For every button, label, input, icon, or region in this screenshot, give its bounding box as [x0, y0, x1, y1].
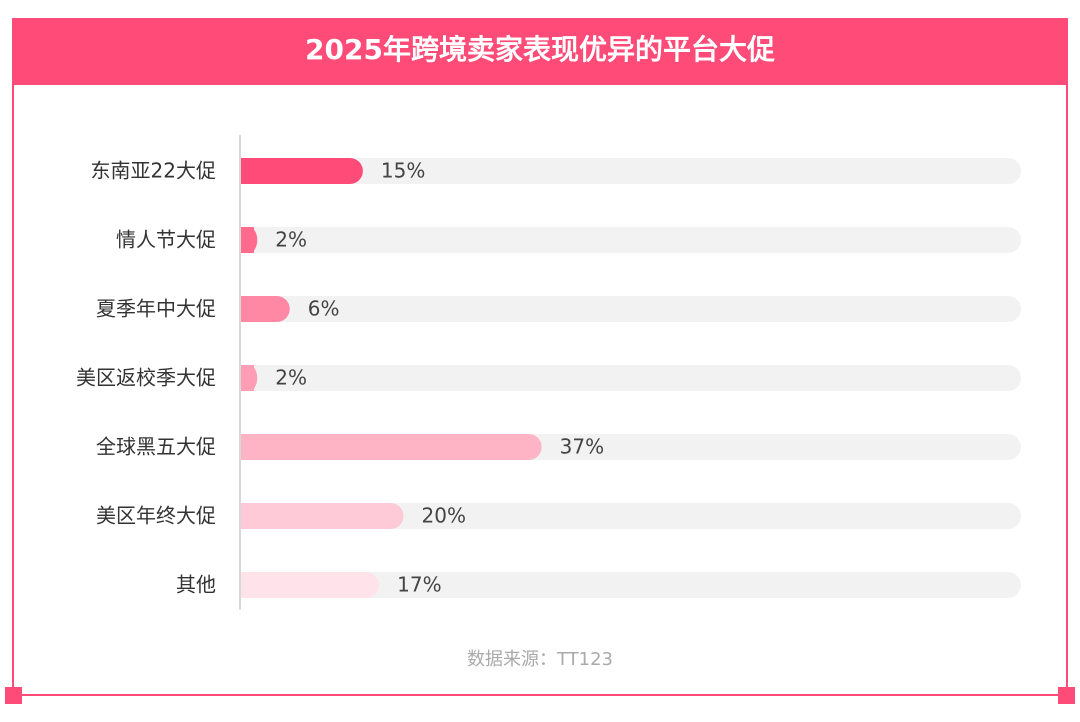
value-label: 2%: [275, 228, 307, 252]
y-tick-label: 夏季年中大促: [96, 297, 216, 321]
source-note: 数据来源：TT123: [467, 649, 613, 670]
bar-track: [241, 365, 1021, 391]
bar: [241, 434, 542, 460]
corner: [5, 687, 22, 704]
value-label: 15%: [381, 159, 425, 183]
bar: [241, 158, 363, 184]
bar-base: [241, 296, 254, 322]
y-tick-label: 其他: [176, 573, 216, 597]
y-tick-label: 全球黑五大促: [96, 435, 216, 459]
y-tick-label: 美区年终大促: [96, 504, 216, 528]
value-label: 6%: [308, 297, 340, 321]
value-label: 20%: [422, 504, 466, 528]
bar-track: [241, 503, 1021, 529]
bar-track: [241, 227, 1021, 253]
value-label: 37%: [560, 435, 604, 459]
bar-track: [241, 572, 1021, 598]
bar-base: [241, 158, 254, 184]
value-label: 2%: [275, 366, 307, 390]
header-band: [12, 18, 1068, 85]
bar-base: [241, 503, 254, 529]
y-tick-label: 美区返校季大促: [76, 366, 216, 390]
value-label: 17%: [397, 573, 441, 597]
bar-track: [241, 296, 1021, 322]
chart-title: 2025年跨境卖家表现优异的平台大促: [305, 33, 775, 66]
y-tick-label: 情人节大促: [116, 228, 216, 252]
bar-track: [241, 158, 1021, 184]
bar-base: [241, 434, 254, 460]
bar: [241, 572, 380, 598]
bar: [241, 503, 404, 529]
bar-base: [241, 572, 254, 598]
y-tick-label: 东南亚22大促: [91, 159, 216, 183]
bar-base: [241, 227, 254, 253]
bar-base: [241, 365, 254, 391]
corner: [1058, 687, 1075, 704]
